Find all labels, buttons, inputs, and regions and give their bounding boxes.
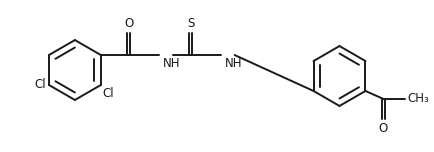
Text: Cl: Cl [34,78,46,92]
Text: CH₃: CH₃ [408,92,429,105]
Text: O: O [379,122,388,135]
Text: O: O [124,17,133,30]
Text: Cl: Cl [103,87,115,100]
Text: S: S [187,17,194,30]
Text: NH: NH [225,57,242,70]
Text: NH: NH [163,57,180,70]
